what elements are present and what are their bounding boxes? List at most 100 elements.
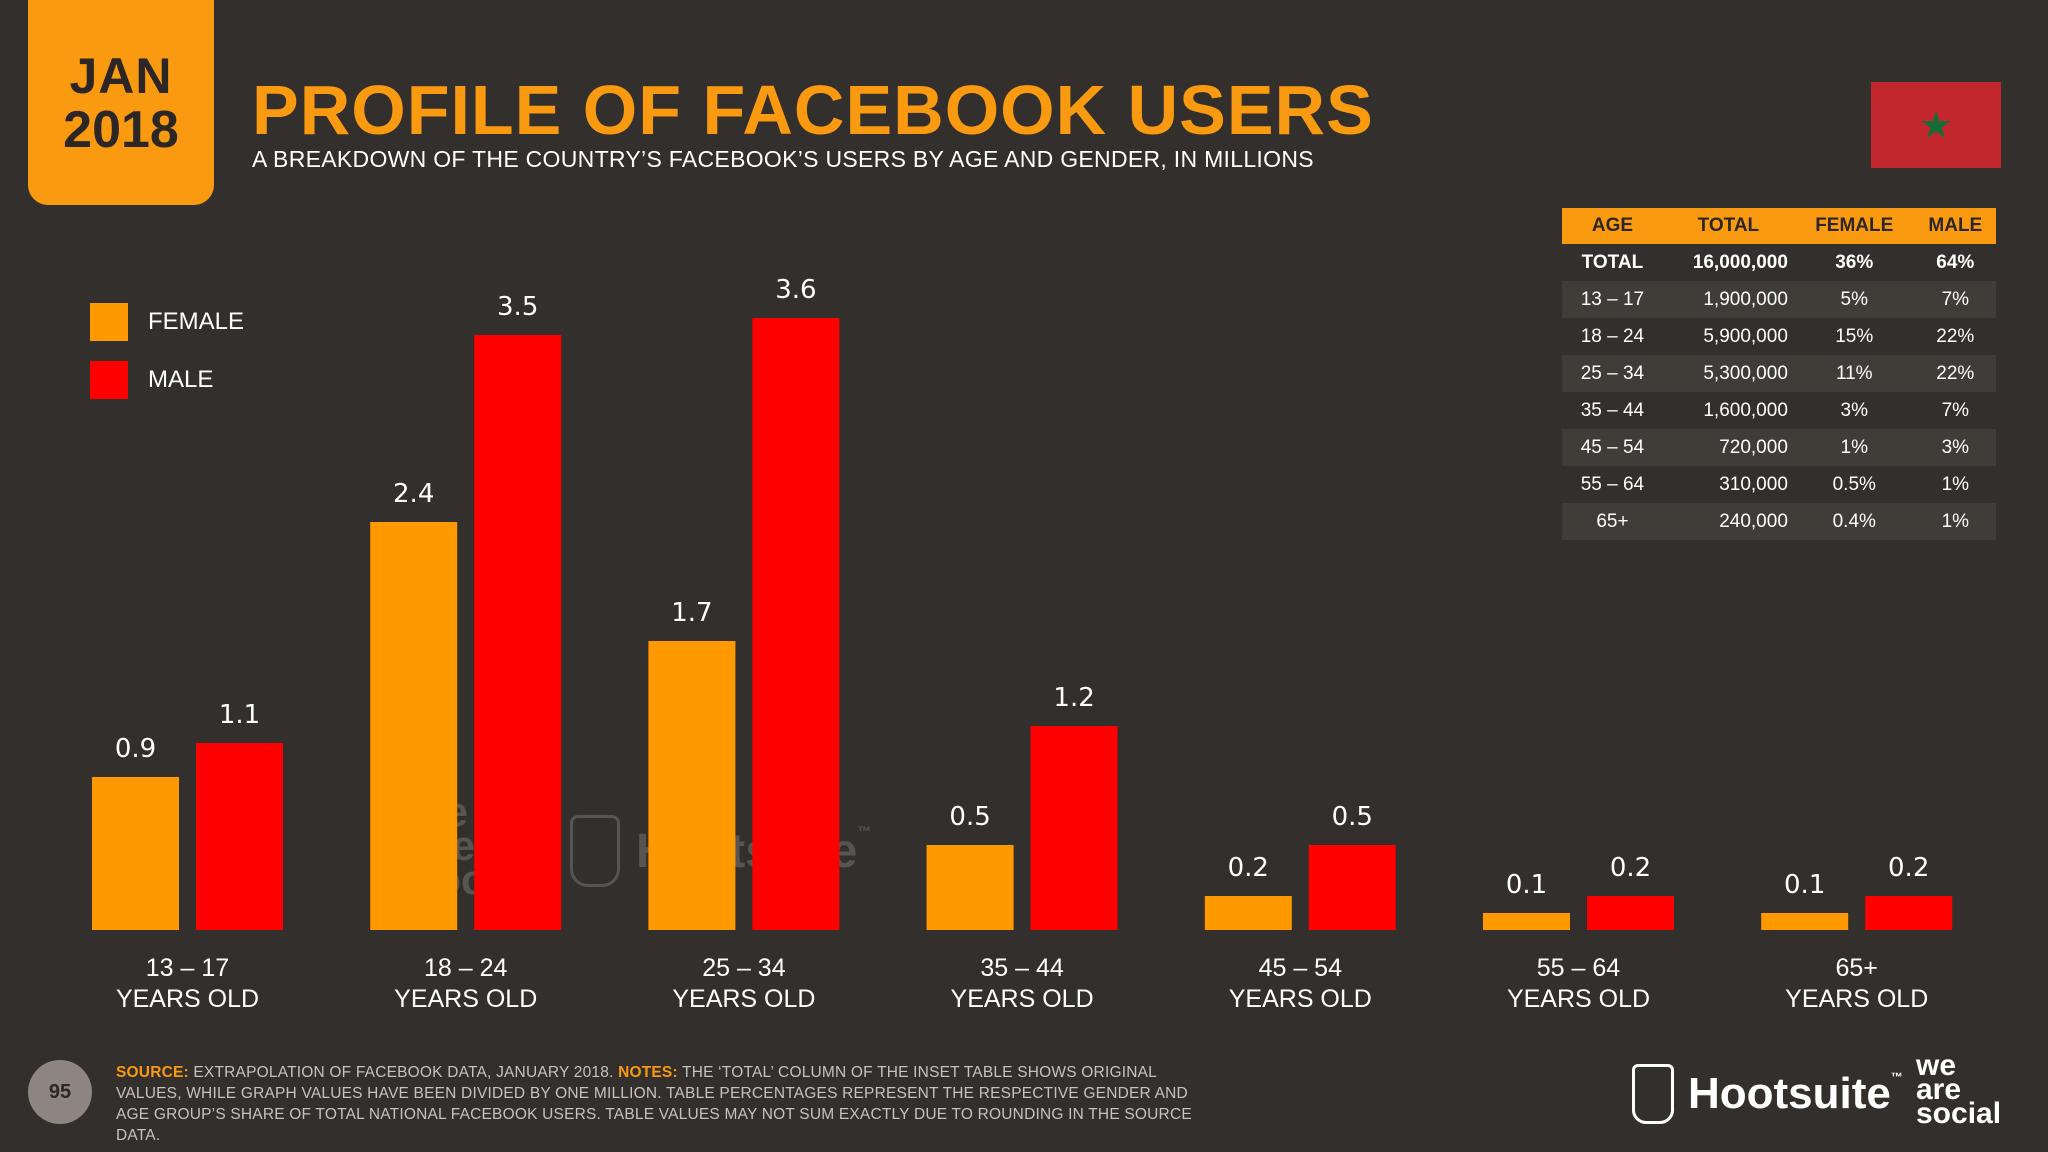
we-are-social-logo: we are social	[1916, 1049, 2002, 1130]
table-cell-female: 5%	[1840, 288, 1868, 310]
data-label: 0.1	[1784, 870, 1825, 900]
table-cell-total: 1,600,000	[1703, 399, 1788, 421]
data-label: 0.5	[949, 802, 990, 832]
table-cell-male: 22%	[1936, 362, 1975, 384]
table-header-cell: MALE	[1928, 215, 1983, 236]
data-label: 3.5	[497, 292, 538, 322]
table-cell-age: 65+	[1596, 510, 1629, 532]
table-cell-female: 0.4%	[1832, 510, 1876, 532]
data-label: 3.6	[775, 275, 816, 305]
table-cell-total: 5,300,000	[1703, 362, 1788, 384]
category-label: YEARS OLD	[1507, 985, 1650, 1013]
table-cell-age: 35 – 44	[1580, 399, 1645, 421]
watermark-tm: ™	[857, 823, 872, 839]
table-row: 35 – 44 1,600,000 3% 7%	[1562, 392, 1996, 429]
category-label: YEARS OLD	[672, 985, 815, 1013]
category-label: YEARS OLD	[1785, 985, 1928, 1013]
category-label: 18 – 24	[424, 954, 508, 982]
table-cell-female: 0.5%	[1832, 473, 1876, 495]
bar-female	[1483, 913, 1570, 930]
table-cell-male: 64%	[1936, 251, 1975, 273]
bar-female	[370, 522, 458, 930]
table-cell-female: 3%	[1840, 399, 1868, 421]
date-month: JAN	[69, 47, 173, 104]
table-cell-male: 7%	[1941, 399, 1970, 421]
bar-male	[752, 318, 840, 930]
table-cell-female: 11%	[1835, 362, 1873, 384]
bar-male	[1308, 845, 1396, 930]
category-label: 65+	[1835, 954, 1877, 982]
table-row: 18 – 24 5,900,000 15% 22%	[1562, 318, 1996, 355]
table-cell-male: 1%	[1941, 473, 1970, 495]
data-label: 1.1	[219, 700, 260, 730]
table-cell-female: 1%	[1840, 436, 1868, 458]
legend-item-female: FEMALE	[90, 302, 244, 342]
data-label: 0.2	[1610, 853, 1651, 883]
category-label: 45 – 54	[1259, 954, 1343, 982]
data-label: 2.4	[393, 479, 434, 509]
page-title: PROFILE OF FACEBOOK USERS	[252, 71, 1374, 149]
legend-label-male: MALE	[148, 366, 214, 393]
was-word: are	[1916, 1073, 1962, 1106]
source-text: EXTRAPOLATION OF FACEBOOK DATA, JANUARY …	[188, 1064, 619, 1081]
bar-female	[1761, 913, 1849, 930]
bar-male	[1587, 896, 1674, 930]
table-cell-total: 1,900,000	[1703, 288, 1788, 310]
bar-male	[474, 335, 562, 930]
data-label: 0.9	[115, 734, 156, 764]
category-label: YEARS OLD	[1229, 985, 1372, 1013]
table-cell-male: 7%	[1941, 288, 1970, 310]
bar-male	[196, 743, 283, 930]
bar-female	[648, 641, 736, 930]
table-cell-female: 15%	[1835, 325, 1874, 347]
was-word: we	[1916, 1049, 1957, 1082]
data-label: 1.2	[1053, 683, 1094, 713]
page-subtitle: A BREAKDOWN OF THE COUNTRY’S FACEBOOK’S …	[252, 146, 1314, 172]
table-header-cell: TOTAL	[1697, 215, 1760, 236]
category-label: 55 – 64	[1537, 954, 1621, 982]
chart-legend: FEMALE MALE	[90, 302, 244, 418]
legend-item-male: MALE	[90, 360, 244, 400]
category-label: YEARS OLD	[951, 985, 1094, 1013]
category-label: YEARS OLD	[116, 985, 259, 1013]
category-label: YEARS OLD	[394, 985, 537, 1013]
table-cell-age: 55 – 64	[1580, 473, 1645, 495]
data-label: 1.7	[671, 598, 712, 628]
table-header-cell: FEMALE	[1815, 215, 1894, 236]
notes-label: NOTES:	[618, 1064, 678, 1081]
owl-icon	[1632, 1064, 1674, 1124]
table-cell-male: 22%	[1936, 325, 1975, 347]
owl-icon	[570, 815, 620, 887]
legend-label-female: FEMALE	[148, 308, 245, 335]
table-cell-total: 240,000	[1719, 510, 1788, 532]
was-word: social	[1916, 1097, 2002, 1130]
star-icon: ★	[1918, 104, 1954, 147]
table-cell-total: 310,000	[1719, 473, 1788, 495]
table-row: 13 – 17 1,900,000 5% 7%	[1562, 281, 1996, 318]
table-cell-age: 13 – 17	[1580, 288, 1645, 310]
table-cell-age: TOTAL	[1581, 251, 1644, 273]
bar-female	[92, 777, 179, 930]
category-label: 13 – 17	[146, 954, 229, 982]
data-label: 0.1	[1506, 870, 1547, 900]
legend-swatch-female	[90, 303, 128, 341]
table-row: 45 – 54 720,000 1% 3%	[1562, 429, 1996, 466]
bar-male	[1030, 726, 1118, 930]
legend-swatch-male	[90, 361, 128, 399]
bar-female	[926, 845, 1014, 930]
table-row: TOTAL 16,000,000 36% 64%	[1562, 244, 1996, 281]
table-row: 65+ 240,000 0.4% 1%	[1562, 503, 1996, 540]
category-label: 35 – 44	[980, 954, 1064, 982]
hootsuite-brand-text: Hootsuite	[1688, 1069, 1891, 1118]
page-number: 95	[28, 1060, 92, 1124]
table-cell-female: 36%	[1835, 251, 1874, 273]
morocco-flag-icon: ★	[1871, 82, 2001, 168]
date-year: 2018	[63, 100, 179, 159]
hootsuite-logo: Hootsuite ™	[1632, 1064, 1903, 1124]
data-label: 0.2	[1228, 853, 1269, 883]
table-cell-male: 1%	[1941, 510, 1970, 532]
table-cell-male: 3%	[1941, 436, 1970, 458]
table-cell-age: 18 – 24	[1580, 325, 1645, 347]
source-label: SOURCE:	[116, 1064, 189, 1081]
data-label: 0.5	[1332, 802, 1373, 832]
